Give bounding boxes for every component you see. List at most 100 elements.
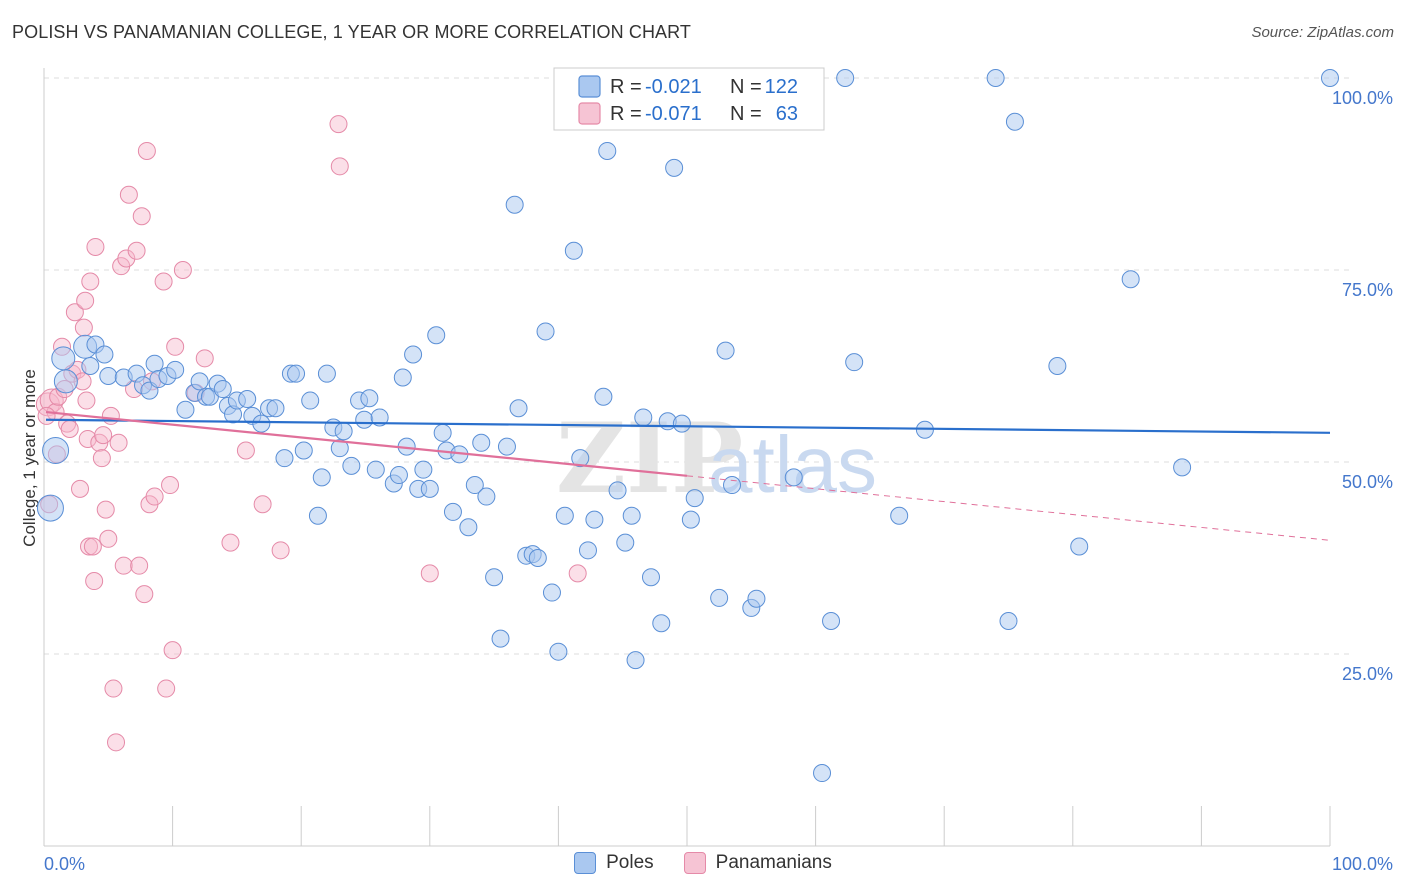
poles-n-value: 122 bbox=[765, 76, 798, 98]
poles-point bbox=[99, 366, 118, 385]
poles-point bbox=[710, 588, 729, 607]
poles-point bbox=[564, 241, 583, 260]
poles-point bbox=[308, 506, 327, 525]
poles-point bbox=[53, 369, 78, 394]
panamanians-point bbox=[137, 141, 156, 160]
panamanians-point bbox=[253, 495, 272, 514]
poles-point bbox=[634, 408, 653, 427]
poles-point bbox=[999, 611, 1018, 630]
poles-point bbox=[393, 368, 412, 387]
poles-point bbox=[275, 449, 294, 468]
panamanians-point bbox=[568, 564, 587, 583]
poles-point bbox=[555, 506, 574, 525]
panamanians-point bbox=[60, 419, 79, 438]
gridlines bbox=[44, 77, 1350, 655]
poles-point bbox=[427, 326, 446, 345]
panamanians-point bbox=[195, 349, 214, 368]
poles-point bbox=[366, 460, 385, 479]
panamanians-point bbox=[132, 207, 151, 226]
poles-point bbox=[685, 489, 704, 508]
poles-point bbox=[986, 69, 1005, 87]
poles-point bbox=[36, 494, 64, 522]
poles-point bbox=[536, 322, 555, 341]
panamanians-point bbox=[166, 337, 185, 356]
panamanians-point bbox=[94, 426, 113, 445]
poles-point bbox=[330, 439, 349, 458]
y-tick-label: 100.0% bbox=[1332, 88, 1393, 108]
stats-legend: R = -0.021 N = 122 R = -0.071 N = 63 bbox=[553, 67, 825, 131]
panamanians-point bbox=[78, 429, 97, 448]
poles-point bbox=[404, 345, 423, 364]
poles-point bbox=[549, 642, 568, 661]
poles-point bbox=[95, 345, 114, 364]
poles-point bbox=[616, 533, 635, 552]
poles-point bbox=[716, 341, 735, 360]
poles-point bbox=[420, 479, 439, 498]
series-legend: Poles Panamanians bbox=[0, 852, 1406, 874]
poles-point bbox=[652, 614, 671, 633]
poles-point bbox=[176, 400, 195, 419]
poles-point bbox=[641, 568, 660, 587]
panamanians-point bbox=[163, 641, 182, 660]
poles-point bbox=[238, 390, 257, 409]
poles-point bbox=[334, 422, 353, 441]
panamanians-point bbox=[99, 529, 118, 548]
panamanians-point bbox=[145, 487, 164, 506]
poles-point bbox=[622, 506, 641, 525]
panamanians-point bbox=[77, 391, 96, 410]
y-tick-label: 25.0% bbox=[1342, 664, 1393, 684]
poles-point bbox=[578, 541, 597, 560]
panamanians-point bbox=[80, 537, 99, 556]
panamanians-point bbox=[74, 318, 93, 337]
legend-item-poles[interactable]: Poles bbox=[574, 852, 654, 874]
poles-point bbox=[317, 364, 336, 383]
poles-point bbox=[342, 456, 361, 475]
poles-point bbox=[626, 651, 645, 670]
poles-point bbox=[585, 510, 604, 529]
poles-point bbox=[542, 583, 561, 602]
watermark: ZIP atlas bbox=[556, 402, 877, 515]
poles-r-value: -0.021 bbox=[645, 76, 702, 98]
poles-point bbox=[443, 502, 462, 521]
poles-point bbox=[145, 354, 164, 373]
poles-point bbox=[1321, 69, 1339, 87]
poles-point bbox=[166, 360, 185, 379]
panamanians-point bbox=[221, 533, 240, 552]
poles-point bbox=[822, 611, 841, 630]
poles-point bbox=[505, 195, 524, 214]
poles-point bbox=[672, 414, 691, 433]
poles-point bbox=[497, 437, 516, 456]
poles-point bbox=[509, 399, 528, 418]
poles-point bbox=[266, 399, 285, 418]
poles-point bbox=[414, 460, 433, 479]
poles-point bbox=[836, 69, 855, 87]
legend-item-panamanians[interactable]: Panamanians bbox=[683, 852, 832, 874]
poles-point bbox=[665, 158, 684, 177]
poles-point bbox=[681, 510, 700, 529]
panamanians-point bbox=[236, 441, 255, 460]
poles-point bbox=[1070, 537, 1089, 556]
poles-point bbox=[528, 549, 547, 567]
poles-trend-line bbox=[45, 418, 1331, 434]
poles-point bbox=[1005, 112, 1024, 131]
poles-point bbox=[433, 423, 452, 442]
panamanians-point bbox=[65, 303, 84, 322]
panamanians-point bbox=[107, 733, 126, 752]
poles-point bbox=[1121, 270, 1140, 289]
panamanians-point bbox=[154, 272, 173, 291]
poles-point bbox=[287, 364, 306, 383]
panamanians-point bbox=[37, 406, 56, 425]
panamanians-point bbox=[135, 585, 154, 604]
panamanians-points bbox=[35, 115, 587, 752]
panamanians-n-label: N = bbox=[730, 103, 762, 125]
poles-point bbox=[312, 468, 331, 487]
y-tick-label: 50.0% bbox=[1342, 472, 1393, 492]
poles-point bbox=[491, 629, 510, 648]
watermark-atlas: atlas bbox=[708, 420, 877, 509]
poles-point bbox=[213, 380, 232, 399]
poles-point bbox=[485, 568, 504, 587]
poles-point bbox=[1173, 458, 1192, 477]
poles-point bbox=[890, 506, 909, 525]
panamanians-point bbox=[420, 564, 439, 583]
